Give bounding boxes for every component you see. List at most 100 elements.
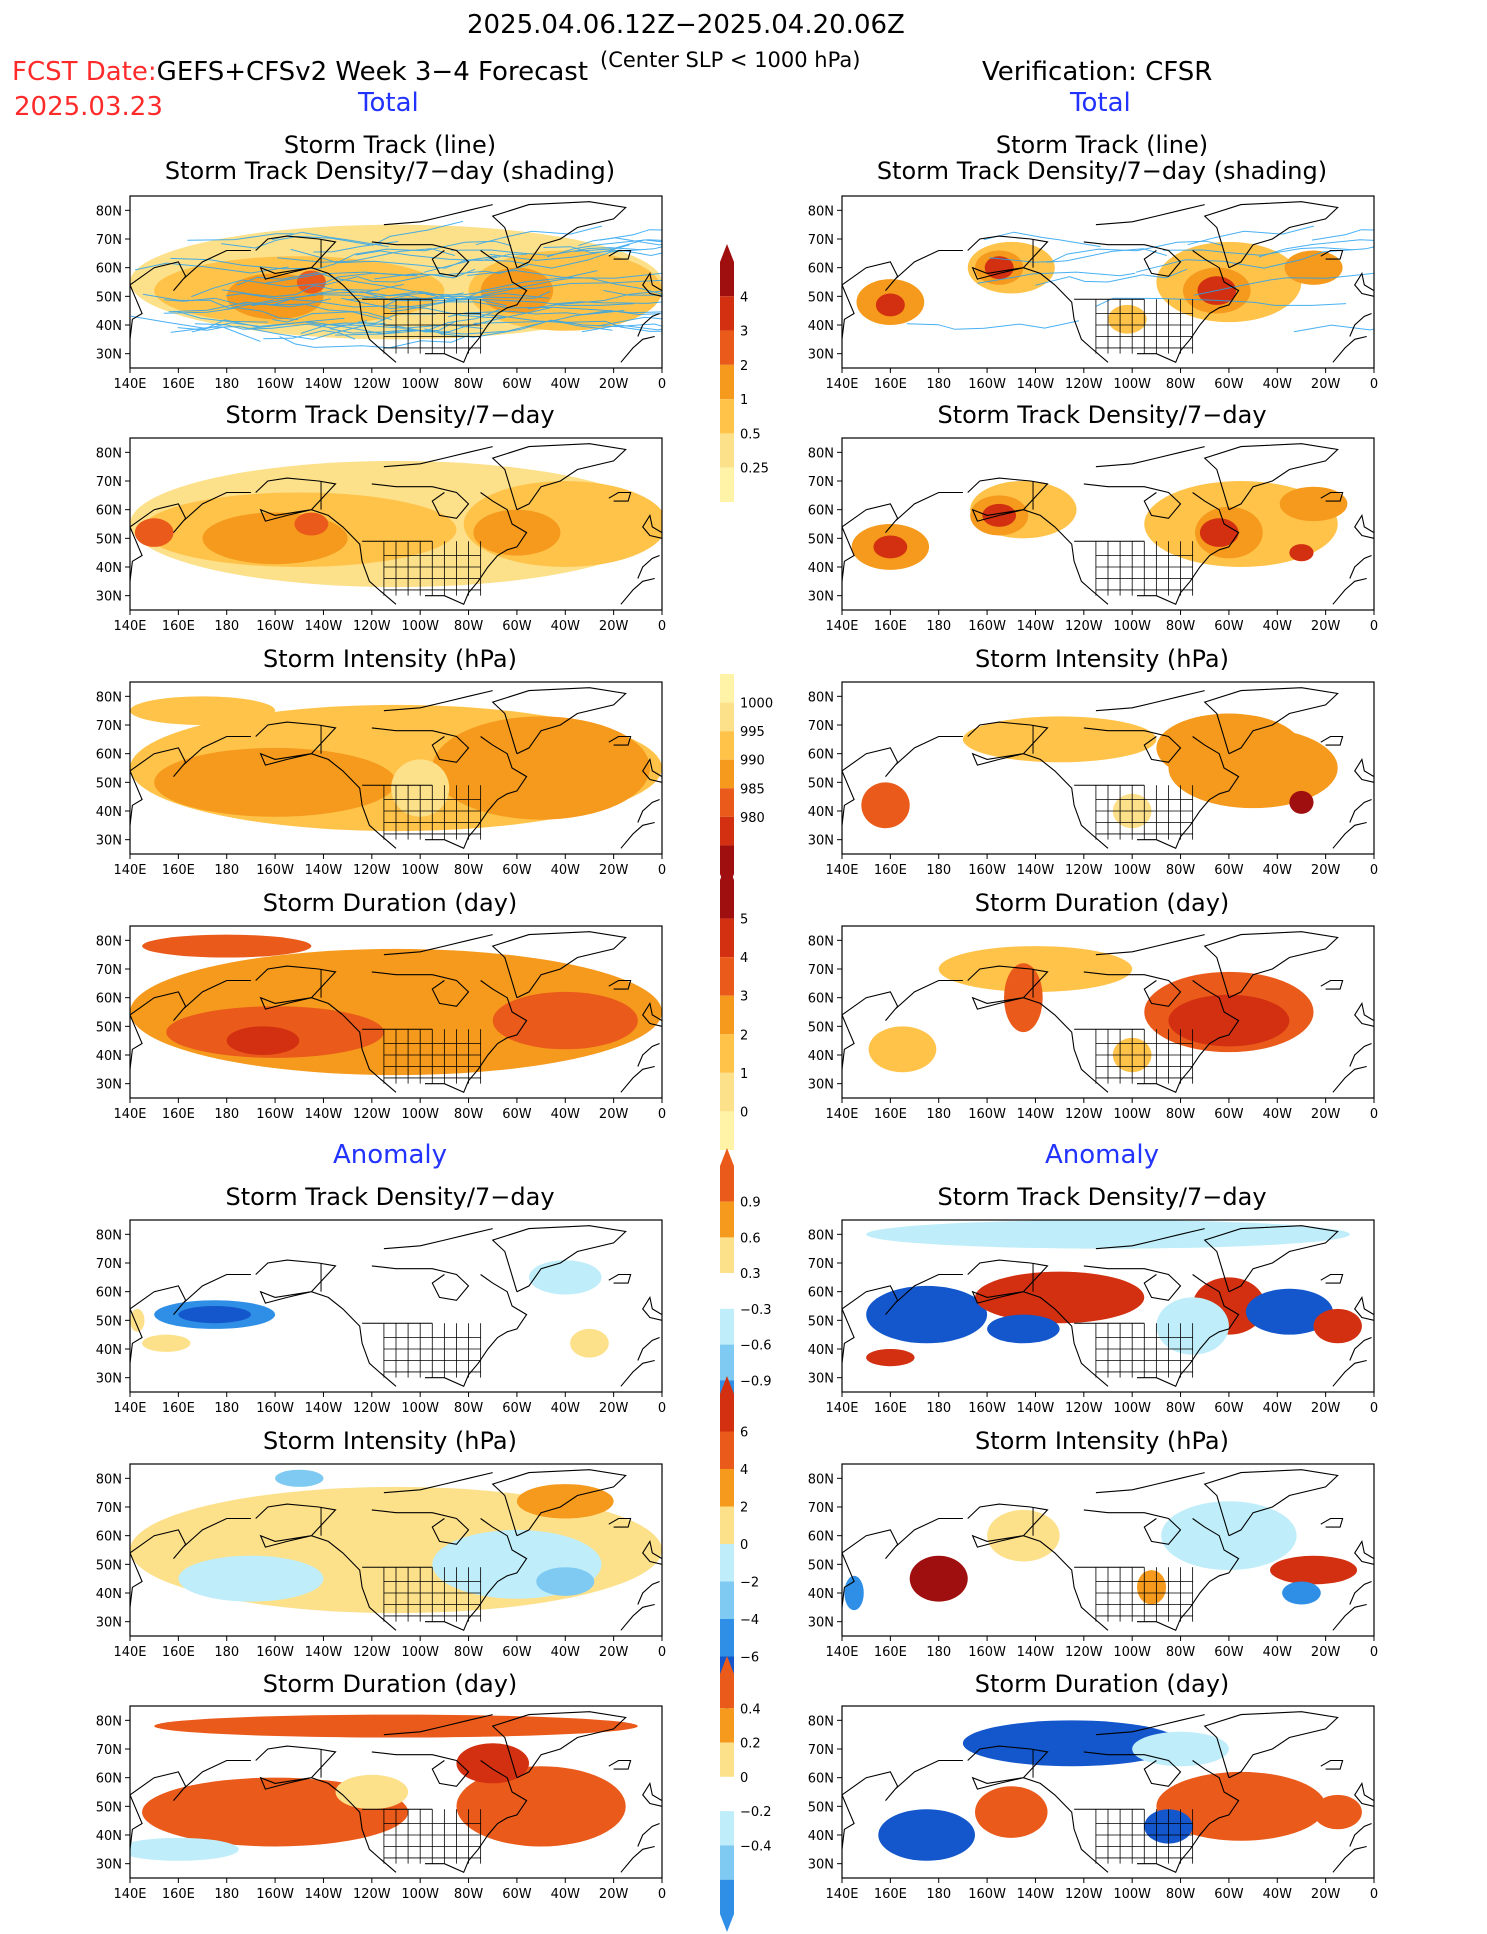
lon-tick-label: 100W (401, 1401, 439, 1416)
shade-region (975, 1271, 1145, 1324)
lon-tick-label: 140E (113, 377, 146, 392)
shade-region (142, 934, 312, 958)
lat-tick-label: 80N (96, 204, 122, 219)
lon-tick-label: 120W (353, 1107, 391, 1122)
lon-tick-label: 120W (1065, 1887, 1103, 1902)
shade-region (456, 1766, 626, 1847)
lon-tick-label: 160W (256, 1645, 294, 1660)
lat-tick-label: 30N (808, 590, 834, 605)
colorbar-label: −0.9 (740, 1374, 772, 1389)
lon-tick-label: 40W (1263, 1401, 1293, 1416)
lon-tick-label: 140W (1017, 1107, 1055, 1122)
lon-tick-label: 160W (968, 1887, 1006, 1902)
colorbar-density-total: 4 3 2 1 0.5 0.25 (720, 244, 769, 502)
lon-tick-label: 160E (874, 377, 907, 392)
lon-tick-label: 20W (599, 863, 629, 878)
lat-tick-label: 60N (96, 1530, 122, 1545)
lat-tick-label: 60N (808, 504, 834, 519)
lon-tick-label: 20W (1311, 863, 1341, 878)
lon-tick-label: 80W (454, 1401, 484, 1416)
lon-tick-label: 60W (502, 1401, 532, 1416)
shade-region (975, 1786, 1048, 1838)
title-duration-right: Storm Duration (day) (974, 889, 1230, 917)
colorbar-duration-anomaly: 0.4 0.2 0 −0.2 −0.4 (720, 1656, 772, 1932)
map-adensR: 140E 160E 180 160W 140W 120W 100W 80W 60W 40W 20W 0… (808, 1219, 1378, 1416)
lon-tick-label: 160E (162, 619, 195, 634)
lat-tick-label: 70N (808, 233, 834, 248)
lon-tick-label: 80W (1166, 1107, 1196, 1122)
lat-tick-label: 80N (96, 1228, 122, 1243)
lon-tick-label: 100W (401, 619, 439, 634)
colorbar-label: 0.25 (740, 462, 769, 477)
lat-tick-label: 80N (808, 1714, 834, 1729)
lon-tick-label: 180 (214, 377, 239, 392)
lat-tick-label: 60N (808, 748, 834, 763)
lon-tick-label: 160W (256, 1401, 294, 1416)
lat-tick-label: 70N (808, 719, 834, 734)
lat-tick-label: 70N (808, 1501, 834, 1516)
shade-region (570, 1328, 609, 1358)
lon-tick-label: 180 (214, 1887, 239, 1902)
lat-tick-label: 30N (808, 1858, 834, 1873)
lon-tick-label: 60W (502, 863, 532, 878)
lat-tick-label: 30N (808, 1372, 834, 1387)
title-intensity-left: Storm Intensity (hPa) (263, 645, 517, 673)
lat-tick-label: 30N (96, 1372, 122, 1387)
colorbar-intensity-total: 1000 995 990 985 980 (720, 674, 773, 892)
colorbar-label: 1000 (740, 697, 773, 712)
lon-tick-label: 160W (256, 1107, 294, 1122)
lat-tick-label: 30N (96, 1858, 122, 1873)
lat-tick-label: 50N (808, 1800, 834, 1815)
map-durR: 140E 160E 180 160W 140W 120W 100W 80W 60W 40W 20W 0… (808, 925, 1378, 1122)
lon-tick-label: 160W (256, 377, 294, 392)
lat-tick-label: 40N (808, 1343, 834, 1358)
lon-tick-label: 100W (401, 1887, 439, 1902)
lon-tick-label: 160W (968, 1107, 1006, 1122)
lon-tick-label: 40W (551, 377, 581, 392)
lon-tick-label: 120W (1065, 863, 1103, 878)
lon-tick-label: 40W (551, 1107, 581, 1122)
lat-tick-label: 70N (96, 233, 122, 248)
lon-tick-label: 140E (825, 619, 858, 634)
lat-tick-label: 80N (808, 1228, 834, 1243)
lon-tick-label: 160E (162, 1107, 195, 1122)
lon-tick-label: 0 (658, 1401, 666, 1416)
colorbar-label: −0.2 (740, 1805, 772, 1820)
shade-region (938, 946, 1133, 992)
title-track-shading-left: Storm Track Density/7−day (shading) (164, 157, 616, 185)
colorbar-duration-total: 5 4 3 2 1 0 (720, 862, 748, 1150)
lat-tick-label: 50N (808, 532, 834, 547)
lat-tick-label: 40N (96, 1587, 122, 1602)
shade-region (909, 1555, 968, 1602)
colorbar-label: 2 (740, 1028, 748, 1043)
lon-tick-label: 80W (454, 1107, 484, 1122)
lat-tick-label: 80N (96, 446, 122, 461)
lon-tick-label: 100W (1113, 619, 1151, 634)
lon-tick-label: 0 (658, 377, 666, 392)
shade-region (1132, 1731, 1229, 1767)
lon-tick-label: 80W (1166, 619, 1196, 634)
shade-region (962, 716, 1157, 763)
lon-tick-label: 80W (454, 619, 484, 634)
lon-tick-label: 160E (162, 377, 195, 392)
lon-tick-label: 20W (599, 377, 629, 392)
shade-region (294, 512, 329, 536)
lon-tick-label: 80W (454, 377, 484, 392)
lon-tick-label: 160E (874, 1107, 907, 1122)
lon-tick-label: 160E (162, 863, 195, 878)
lat-tick-label: 70N (96, 1501, 122, 1516)
lat-tick-label: 60N (96, 504, 122, 519)
title-anom-duration-left: Storm Duration (day) (262, 1670, 518, 1698)
lat-tick-label: 80N (96, 690, 122, 705)
map-intL: 140E 160E 180 160W 140W 120W 100W 80W 60W 40W 20W 0… (96, 681, 666, 878)
lon-tick-label: 140E (825, 1645, 858, 1660)
colorbar-label: 980 (740, 811, 765, 826)
colorbar-density-anomaly: 0.9 0.6 0.3 −0.3 −0.6 −0.9 (720, 1148, 772, 1434)
lon-tick-label: 140W (1017, 863, 1055, 878)
map-densL: 140E 160E 180 160W 140W 120W 100W 80W 60W 40W 20W 0… (96, 437, 666, 634)
shade-region (873, 535, 908, 559)
lon-tick-label: 20W (1311, 1107, 1341, 1122)
lon-tick-label: 160E (874, 1401, 907, 1416)
lon-tick-label: 140E (113, 1401, 146, 1416)
shade-region (868, 1026, 937, 1073)
